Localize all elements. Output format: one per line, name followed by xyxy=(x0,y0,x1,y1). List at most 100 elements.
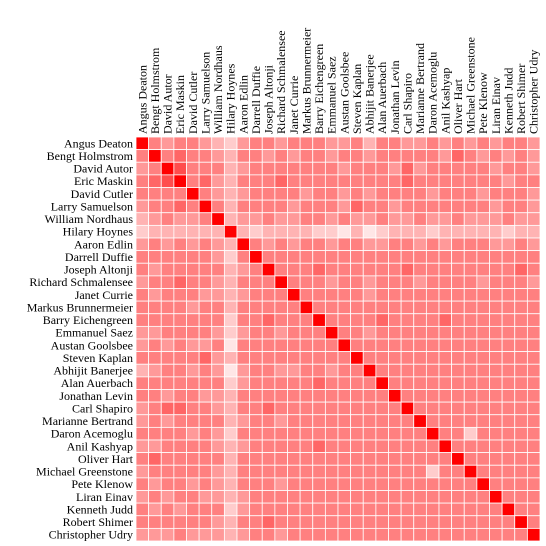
cell xyxy=(148,527,162,542)
cell xyxy=(451,490,465,504)
cell xyxy=(425,351,440,365)
cell xyxy=(337,288,352,302)
cell xyxy=(476,300,490,315)
cell xyxy=(375,325,389,340)
cell xyxy=(160,300,175,315)
cell xyxy=(211,212,225,226)
cell xyxy=(463,325,478,340)
cell xyxy=(160,288,175,302)
cell xyxy=(160,426,175,441)
cell xyxy=(400,338,415,353)
cell xyxy=(198,237,213,252)
cell xyxy=(148,136,162,151)
cell xyxy=(148,464,162,479)
cell xyxy=(489,439,503,454)
cell xyxy=(261,275,276,289)
cell xyxy=(362,389,377,403)
cell xyxy=(249,325,263,340)
cell xyxy=(489,187,503,201)
cell xyxy=(287,351,301,365)
cell xyxy=(438,376,453,390)
cell xyxy=(451,502,465,517)
cell xyxy=(249,338,263,353)
cell xyxy=(299,515,314,529)
cell xyxy=(501,376,516,390)
cell xyxy=(413,136,427,151)
cell xyxy=(236,250,251,264)
cell xyxy=(501,136,516,151)
cell xyxy=(135,313,150,327)
cell xyxy=(501,464,516,479)
cell xyxy=(160,161,175,176)
cell xyxy=(375,389,389,403)
cell xyxy=(236,376,251,390)
cell xyxy=(287,161,301,176)
cell xyxy=(476,351,490,365)
cell xyxy=(287,275,301,289)
cell xyxy=(400,502,415,517)
cell xyxy=(148,313,162,327)
cell xyxy=(337,224,352,239)
cell xyxy=(198,351,213,365)
cell xyxy=(249,515,263,529)
cell xyxy=(413,376,427,390)
cell xyxy=(287,136,301,151)
cell xyxy=(463,250,478,264)
cell xyxy=(337,199,352,214)
cell xyxy=(223,376,238,390)
cell xyxy=(160,275,175,289)
cell xyxy=(324,136,339,151)
cell xyxy=(400,464,415,479)
cell xyxy=(337,363,352,378)
row-label: David Autor xyxy=(73,162,133,176)
cell xyxy=(526,502,541,517)
cell xyxy=(160,187,175,201)
cell xyxy=(413,401,427,416)
cell xyxy=(438,439,453,454)
cell xyxy=(299,237,314,252)
cell xyxy=(223,363,238,378)
cell xyxy=(211,313,225,327)
cell xyxy=(173,376,187,390)
cell xyxy=(223,464,238,479)
cell xyxy=(438,237,453,252)
cell xyxy=(324,490,339,504)
column-label: Pete Klenow xyxy=(476,72,490,134)
cell xyxy=(425,414,440,428)
cell xyxy=(526,313,541,327)
cell xyxy=(501,187,516,201)
cell xyxy=(173,161,187,176)
cell xyxy=(299,464,314,479)
cell xyxy=(261,187,276,201)
cell xyxy=(312,515,326,529)
cell xyxy=(274,401,288,416)
cell xyxy=(236,174,251,188)
cell xyxy=(451,237,465,252)
cell xyxy=(186,149,200,163)
cell xyxy=(337,490,352,504)
cell xyxy=(350,439,364,454)
cell xyxy=(299,414,314,428)
cell xyxy=(160,414,175,428)
cell xyxy=(526,212,541,226)
cell xyxy=(489,351,503,365)
cell xyxy=(526,490,541,504)
cell xyxy=(223,426,238,441)
cell xyxy=(526,401,541,416)
cell xyxy=(388,212,402,226)
cell xyxy=(337,502,352,517)
cell xyxy=(362,300,377,315)
cell xyxy=(135,262,150,277)
cell xyxy=(148,439,162,454)
cell xyxy=(413,313,427,327)
cell xyxy=(501,149,516,163)
cell xyxy=(223,212,238,226)
cell xyxy=(350,187,364,201)
cell xyxy=(451,515,465,529)
cell xyxy=(451,187,465,201)
cell xyxy=(526,237,541,252)
cell xyxy=(375,502,389,517)
cell xyxy=(148,262,162,277)
cell xyxy=(413,515,427,529)
cell xyxy=(135,174,150,188)
